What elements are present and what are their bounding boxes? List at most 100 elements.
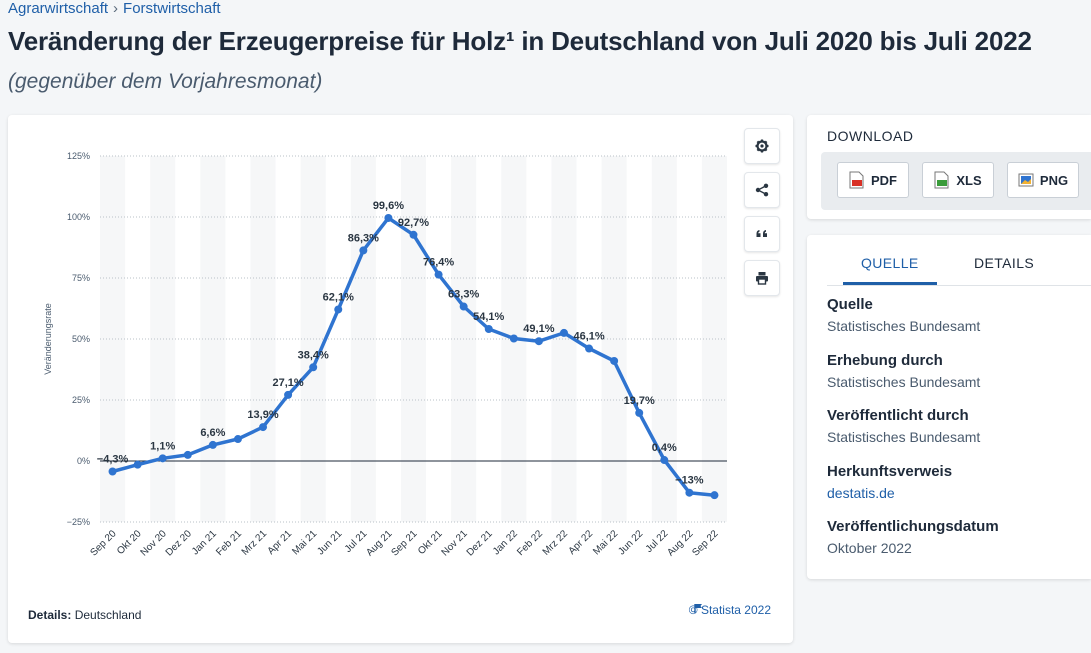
x-tick-label: Sep 20 [88, 528, 118, 558]
x-tick-label: Apr 22 [567, 528, 596, 557]
print-button[interactable] [744, 260, 780, 296]
x-tick-label: Sep 22 [690, 528, 720, 558]
statista-credit[interactable]: © Statista 2022 [689, 603, 771, 617]
download-png-button[interactable]: PNG [1007, 162, 1079, 198]
y-tick-label: 50% [72, 334, 90, 344]
breadcrumb-link-forstwirtschaft[interactable]: Forstwirtschaft [123, 0, 221, 17]
download-title: DOWNLOAD [827, 128, 914, 144]
data-point [233, 435, 242, 444]
info-datum: Veröffentlichungsdatum Oktober 2022 [827, 518, 999, 556]
tab-details[interactable]: DETAILS [974, 255, 1035, 271]
x-tick-label: Mai 21 [290, 528, 319, 557]
download-pdf-label: PDF [871, 172, 897, 188]
data-point [559, 328, 568, 337]
info-erhebung: Erhebung durch Statistisches Bundesamt [827, 352, 980, 390]
y-tick-label: 0% [77, 456, 90, 466]
breadcrumb-separator: › [113, 0, 119, 17]
info-herkunftsverweis: Herkunftsverweis destatis.de [827, 463, 952, 501]
source-panel: QUELLE DETAILS Quelle Statistisches Bund… [807, 235, 1091, 579]
breadcrumb-link-agrarwirtschaft[interactable]: Agrarwirtschaft [8, 0, 109, 17]
data-label: −4,3% [97, 453, 129, 465]
source-tabs: QUELLE DETAILS [827, 235, 1091, 286]
quote-icon [756, 230, 767, 237]
column-band [400, 156, 427, 522]
tab-quelle[interactable]: QUELLE [843, 255, 937, 285]
cite-button[interactable] [744, 216, 780, 252]
info-label: Quelle [827, 296, 873, 313]
info-value: Statistisches Bundesamt [827, 318, 981, 334]
data-point [409, 230, 418, 239]
data-label: 92,7% [398, 217, 429, 229]
x-tick-label: Aug 22 [665, 528, 695, 558]
data-point [434, 270, 443, 279]
data-point [484, 324, 493, 333]
info-veroeffentlicht: Veröffentlicht durch Statistisches Bunde… [827, 407, 980, 445]
data-point [685, 488, 694, 497]
download-xls-label: XLS [956, 172, 982, 188]
data-label: 46,1% [573, 331, 604, 343]
flag-icon [694, 604, 702, 613]
x-tick-label: Sep 21 [389, 528, 419, 558]
x-tick-label: Dez 21 [465, 528, 495, 558]
settings-button[interactable] [744, 128, 780, 164]
png-icon [1018, 173, 1034, 187]
data-point [158, 454, 167, 463]
info-label: Veröffentlichungsdatum [827, 518, 999, 535]
data-point [509, 334, 518, 343]
data-label: 62,1% [323, 291, 354, 303]
page-title: Veränderung der Erzeugerpreise für Holz¹… [8, 26, 1032, 56]
data-point [635, 408, 644, 417]
x-tick-label: Mai 22 [591, 528, 620, 557]
data-label: 99,6% [373, 200, 404, 212]
x-tick-label: Nov 21 [440, 528, 470, 558]
download-pdf-button[interactable]: PDF [837, 162, 909, 198]
data-point [660, 456, 669, 465]
download-xls-button[interactable]: XLS [922, 162, 994, 198]
chart-card: 125% 100% 75% 50% 25% 0% −25% Veränderungsrate S… [8, 115, 793, 643]
y-tick-label: −25% [67, 517, 90, 527]
details-label: Details: [28, 608, 72, 622]
info-label: Herkunftsverweis [827, 463, 953, 480]
info-quelle: Quelle Statistisches Bundesamt [827, 296, 980, 334]
y-axis-label: Veränderungsrate [43, 303, 53, 375]
data-point [610, 356, 619, 365]
printer-icon [756, 272, 768, 285]
data-point [259, 423, 268, 432]
x-tick-label: Jun 21 [315, 528, 344, 557]
details-value: Deutschland [74, 608, 142, 622]
line-chart: 125% 100% 75% 50% 25% 0% −25% Veränderungsrate S… [43, 151, 727, 559]
x-tick-label: Jan 21 [190, 528, 219, 557]
column-band [150, 156, 176, 522]
info-value: Oktober 2022 [827, 540, 912, 556]
data-label: 27,1% [272, 377, 303, 389]
share-button[interactable] [744, 172, 780, 208]
x-tick-label: Dez 20 [164, 528, 194, 558]
info-label: Veröffentlicht durch [827, 407, 969, 424]
info-value: Statistisches Bundesamt [827, 374, 981, 390]
data-label: 63,3% [448, 289, 479, 301]
source-link[interactable]: destatis.de [827, 485, 895, 501]
data-label: 13,9% [247, 409, 278, 421]
data-point [108, 467, 117, 476]
xls-icon [934, 171, 949, 189]
download-png-label: PNG [1039, 172, 1069, 188]
column-band [701, 156, 727, 522]
pdf-icon [849, 171, 864, 189]
data-point [208, 440, 217, 449]
data-point [459, 302, 468, 311]
data-point [710, 491, 719, 500]
data-point [284, 390, 293, 399]
data-point [133, 460, 142, 469]
info-label: Erhebung durch [827, 352, 943, 369]
data-point [359, 246, 368, 255]
breadcrumb: Agrarwirtschaft › Forstwirtschaft [8, 0, 221, 17]
page-subtitle: (gegenüber dem Vorjahresmonat) [8, 70, 323, 93]
data-label: −13% [675, 475, 704, 487]
data-label: 76,4% [423, 257, 454, 269]
data-label: 6,6% [200, 427, 225, 439]
data-label: 38,4% [298, 349, 329, 361]
data-point [384, 213, 393, 222]
download-buttons: PDF XLS PNG [821, 152, 1091, 210]
data-label: 86,3% [348, 232, 379, 244]
column-band [200, 156, 226, 522]
